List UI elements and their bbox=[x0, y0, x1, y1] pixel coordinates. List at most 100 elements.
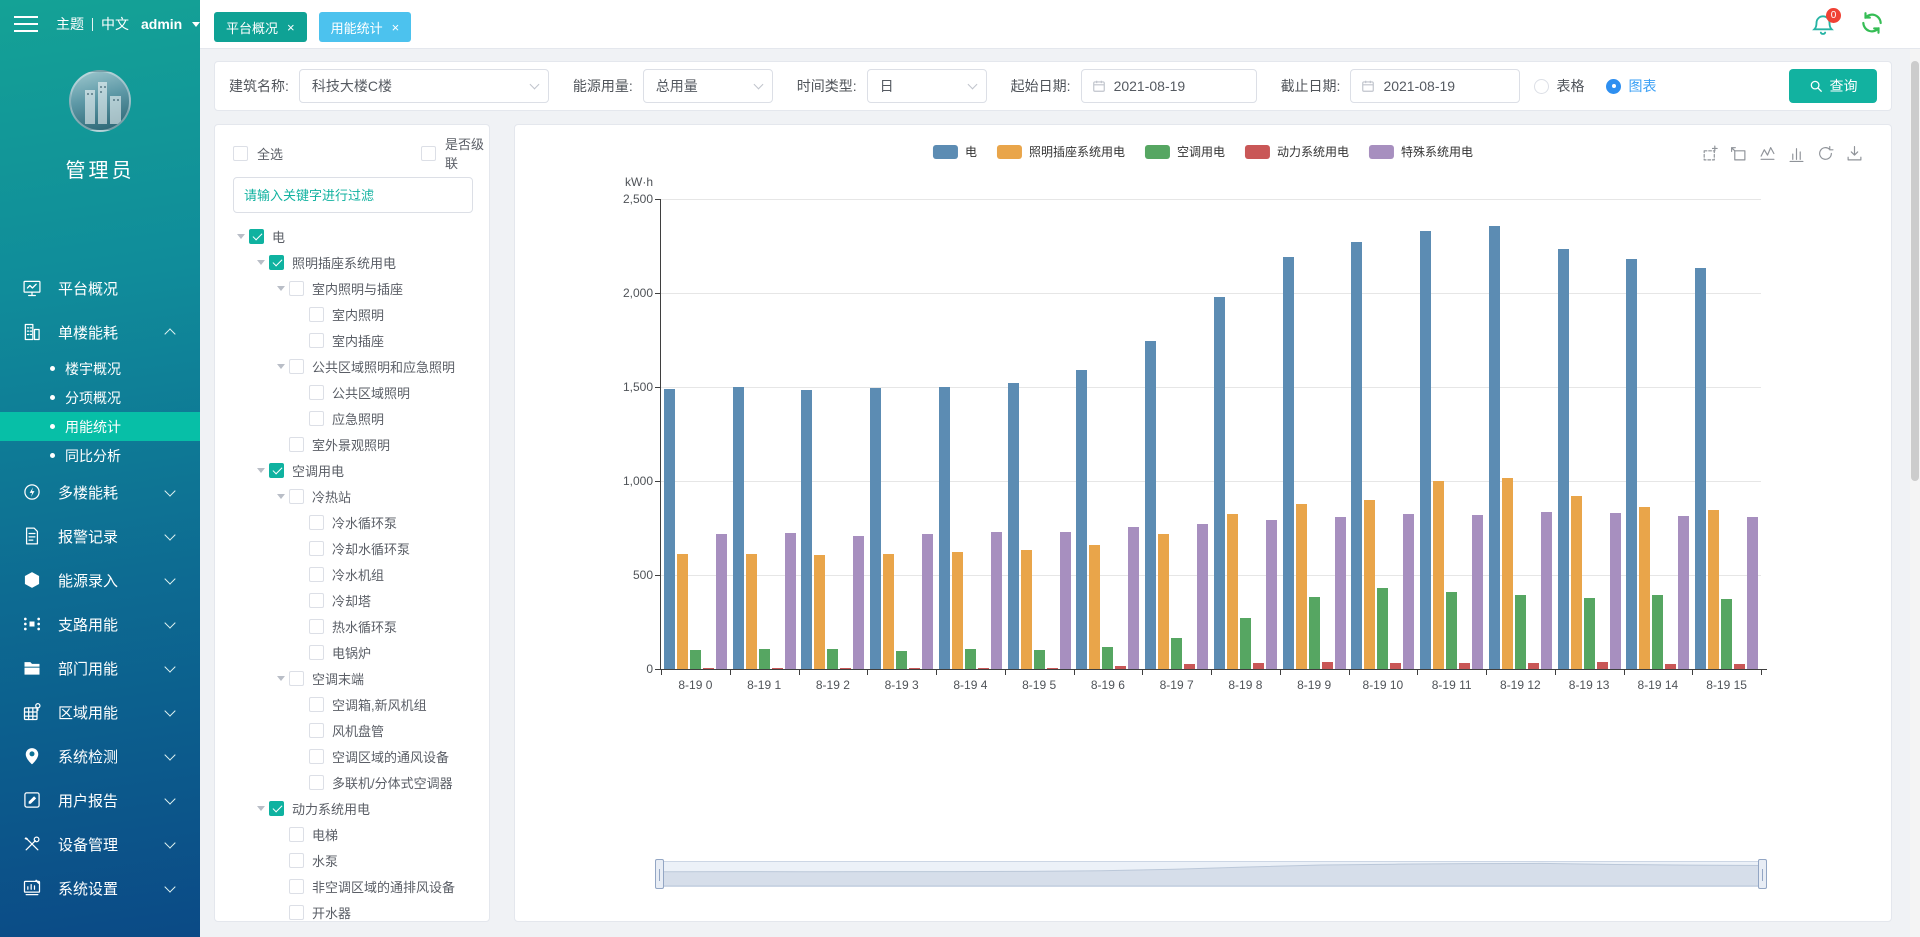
scrollbar-thumb[interactable] bbox=[1911, 61, 1919, 481]
sidebar-item-部门用能[interactable]: 部门用能 bbox=[0, 646, 200, 690]
tree-node-电[interactable]: 电 bbox=[233, 223, 489, 249]
line-chart-icon[interactable] bbox=[1759, 145, 1776, 162]
bell-icon[interactable]: 0 bbox=[1810, 12, 1838, 40]
theme-link[interactable]: 主题 bbox=[56, 14, 84, 34]
sync-icon[interactable] bbox=[1858, 10, 1886, 41]
sidebar-item-平台概况[interactable]: 平台概况 bbox=[0, 266, 200, 310]
language-link[interactable]: 中文 bbox=[101, 14, 129, 34]
tree-node-电锅炉[interactable]: 电锅炉 bbox=[233, 639, 489, 665]
expand-arrow-icon[interactable] bbox=[253, 806, 269, 811]
checkbox-unchecked[interactable] bbox=[309, 515, 324, 530]
datazoom-right-handle[interactable] bbox=[1758, 859, 1767, 889]
checkbox-unchecked[interactable] bbox=[309, 645, 324, 660]
hamburger-menu-icon[interactable] bbox=[14, 16, 38, 34]
select-all-checkbox[interactable] bbox=[233, 146, 248, 161]
tree-node-室外景观照明[interactable]: 室外景观照明 bbox=[233, 431, 489, 457]
expand-arrow-icon[interactable] bbox=[273, 364, 289, 369]
datazoom-slider[interactable] bbox=[659, 861, 1763, 887]
sidebar-item-系统检测[interactable]: 系统检测 bbox=[0, 734, 200, 778]
user-menu[interactable]: admin bbox=[141, 16, 182, 32]
tree-node-多联机/分体式空调器[interactable]: 多联机/分体式空调器 bbox=[233, 769, 489, 795]
tree-node-空调区域的通风设备[interactable]: 空调区域的通风设备 bbox=[233, 743, 489, 769]
checkbox-unchecked[interactable] bbox=[289, 359, 304, 374]
tree-node-冷却塔[interactable]: 冷却塔 bbox=[233, 587, 489, 613]
checkbox-unchecked[interactable] bbox=[289, 281, 304, 296]
tree-node-非空调区域的通排风设备[interactable]: 非空调区域的通排风设备 bbox=[233, 873, 489, 899]
tree-node-应急照明[interactable]: 应急照明 bbox=[233, 405, 489, 431]
expand-arrow-icon[interactable] bbox=[273, 286, 289, 291]
sidebar-item-支路用能[interactable]: 支路用能 bbox=[0, 602, 200, 646]
sidebar-subitem-用能统计[interactable]: 用能统计 bbox=[0, 412, 200, 441]
checkbox-unchecked[interactable] bbox=[309, 411, 324, 426]
tree-node-室内照明与插座[interactable]: 室内照明与插座 bbox=[233, 275, 489, 301]
sidebar-subitem-分项概况[interactable]: 分项概况 bbox=[0, 383, 200, 412]
checkbox-unchecked[interactable] bbox=[309, 749, 324, 764]
query-button[interactable]: 查询 bbox=[1789, 69, 1877, 103]
tree-filter-input[interactable] bbox=[233, 177, 473, 213]
checkbox-unchecked[interactable] bbox=[289, 671, 304, 686]
tree-node-风机盘管[interactable]: 风机盘管 bbox=[233, 717, 489, 743]
chevron-down-icon[interactable] bbox=[192, 22, 200, 27]
tree-node-室内插座[interactable]: 室内插座 bbox=[233, 327, 489, 353]
expand-arrow-icon[interactable] bbox=[273, 676, 289, 681]
expand-arrow-icon[interactable] bbox=[273, 494, 289, 499]
legend-item-空调用电[interactable]: 空调用电 bbox=[1145, 143, 1225, 160]
tree-node-公共区域照明[interactable]: 公共区域照明 bbox=[233, 379, 489, 405]
checkbox-unchecked[interactable] bbox=[309, 307, 324, 322]
sidebar-item-单楼能耗[interactable]: 单楼能耗 bbox=[0, 310, 200, 354]
tree-node-冷水循环泵[interactable]: 冷水循环泵 bbox=[233, 509, 489, 535]
checkbox-checked[interactable] bbox=[249, 229, 264, 244]
zoom-restore-icon[interactable] bbox=[1730, 145, 1747, 162]
restore-icon[interactable] bbox=[1817, 145, 1834, 162]
checkbox-checked[interactable] bbox=[269, 463, 284, 478]
zoom-select-icon[interactable] bbox=[1701, 145, 1718, 162]
tree-node-空调箱,新风机组[interactable]: 空调箱,新风机组 bbox=[233, 691, 489, 717]
sidebar-item-系统设置[interactable]: 系统设置 bbox=[0, 866, 200, 910]
tree-node-室内照明[interactable]: 室内照明 bbox=[233, 301, 489, 327]
sidebar-subitem-同比分析[interactable]: 同比分析 bbox=[0, 441, 200, 470]
tree-node-动力系统用电[interactable]: 动力系统用电 bbox=[233, 795, 489, 821]
tree-node-空调末端[interactable]: 空调末端 bbox=[233, 665, 489, 691]
tree-node-冷热站[interactable]: 冷热站 bbox=[233, 483, 489, 509]
legend-item-照明插座系统用电[interactable]: 照明插座系统用电 bbox=[997, 143, 1125, 160]
sidebar-item-用户报告[interactable]: 用户报告 bbox=[0, 778, 200, 822]
checkbox-unchecked[interactable] bbox=[309, 567, 324, 582]
tree-node-照明插座系统用电[interactable]: 照明插座系统用电 bbox=[233, 249, 489, 275]
checkbox-unchecked[interactable] bbox=[309, 385, 324, 400]
legend-item-电[interactable]: 电 bbox=[933, 143, 977, 160]
checkbox-unchecked[interactable] bbox=[309, 723, 324, 738]
building-select[interactable]: 科技大楼C楼 bbox=[299, 69, 549, 103]
sidebar-item-能源录入[interactable]: 能源录入 bbox=[0, 558, 200, 602]
checkbox-unchecked[interactable] bbox=[289, 437, 304, 452]
tree-node-开水器[interactable]: 开水器 bbox=[233, 899, 489, 922]
checkbox-unchecked[interactable] bbox=[309, 541, 324, 556]
cascade-checkbox[interactable] bbox=[421, 146, 436, 161]
checkbox-unchecked[interactable] bbox=[309, 619, 324, 634]
expand-arrow-icon[interactable] bbox=[233, 234, 249, 239]
checkbox-unchecked[interactable] bbox=[289, 879, 304, 894]
sidebar-subitem-楼宇概况[interactable]: 楼宇概况 bbox=[0, 354, 200, 383]
time-type-select[interactable]: 日 bbox=[867, 69, 987, 103]
checkbox-unchecked[interactable] bbox=[309, 697, 324, 712]
page-scrollbar[interactable] bbox=[1910, 49, 1920, 937]
sidebar-item-报警记录[interactable]: 报警记录 bbox=[0, 514, 200, 558]
sidebar-item-区域用能[interactable]: 区域用能 bbox=[0, 690, 200, 734]
energy-type-select[interactable]: 总用量 bbox=[643, 69, 773, 103]
checkbox-unchecked[interactable] bbox=[309, 333, 324, 348]
checkbox-unchecked[interactable] bbox=[309, 593, 324, 608]
tree-node-热水循环泵[interactable]: 热水循环泵 bbox=[233, 613, 489, 639]
close-icon[interactable]: × bbox=[392, 21, 400, 34]
sidebar-item-多楼能耗[interactable]: 多楼能耗 bbox=[0, 470, 200, 514]
checkbox-unchecked[interactable] bbox=[289, 853, 304, 868]
tab-energy-statistics[interactable]: 用能统计 × bbox=[319, 12, 412, 42]
download-icon[interactable] bbox=[1846, 145, 1863, 162]
legend-item-特殊系统用电[interactable]: 特殊系统用电 bbox=[1369, 143, 1473, 160]
datazoom-left-handle[interactable] bbox=[655, 859, 664, 889]
tree-node-电梯[interactable]: 电梯 bbox=[233, 821, 489, 847]
end-date-input[interactable]: 2021-08-19 bbox=[1350, 69, 1520, 103]
checkbox-unchecked[interactable] bbox=[289, 489, 304, 504]
tree-node-公共区域照明和应急照明[interactable]: 公共区域照明和应急照明 bbox=[233, 353, 489, 379]
tree-node-水泵[interactable]: 水泵 bbox=[233, 847, 489, 873]
expand-arrow-icon[interactable] bbox=[253, 260, 269, 265]
avatar[interactable] bbox=[69, 70, 131, 132]
